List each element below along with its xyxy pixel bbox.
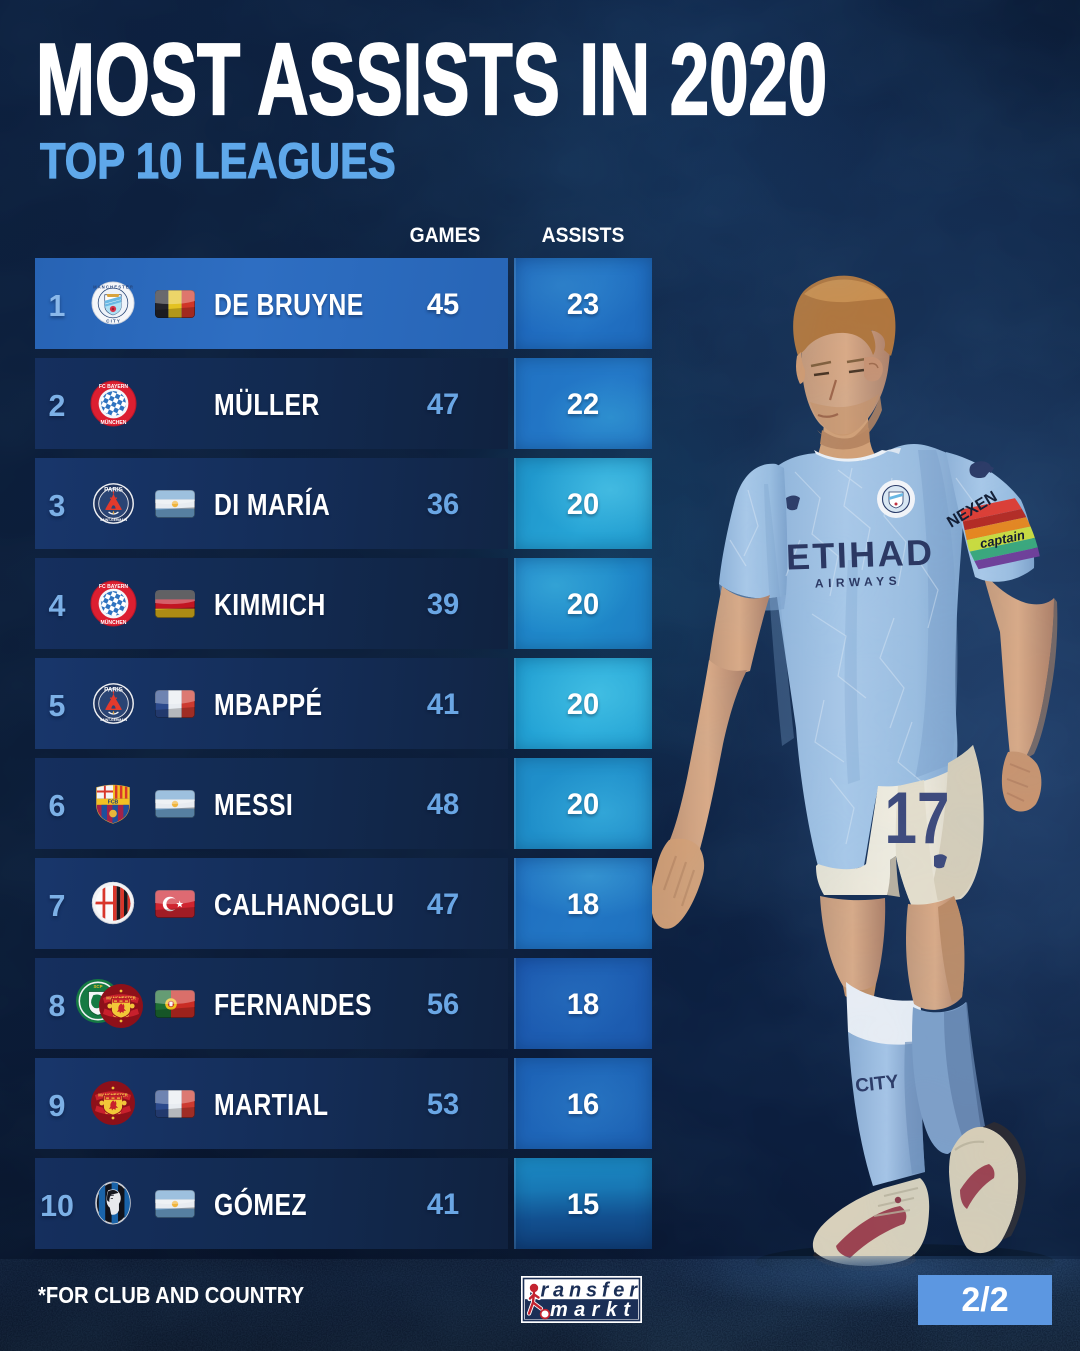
- svg-text:PARIS: PARIS: [104, 487, 123, 494]
- svg-text:FC BAYERN: FC BAYERN: [99, 384, 128, 390]
- svg-text:FCB: FCB: [108, 800, 119, 806]
- svg-text:MÜNCHEN: MÜNCHEN: [101, 619, 127, 626]
- svg-text:M A N C H E S T E R: M A N C H E S T E R: [93, 285, 133, 290]
- svg-text:C I T Y: C I T Y: [106, 319, 120, 324]
- svg-text:SAINT-GERMAIN: SAINT-GERMAIN: [100, 718, 128, 722]
- svg-text:SCP: SCP: [93, 984, 102, 989]
- svg-text:MANCHESTER: MANCHESTER: [106, 996, 136, 1001]
- svg-text:SAINT-GERMAIN: SAINT-GERMAIN: [100, 518, 128, 522]
- svg-text:FC BAYERN: FC BAYERN: [99, 584, 128, 590]
- svg-text:MANCHESTER: MANCHESTER: [98, 1093, 128, 1098]
- svg-text:MÜNCHEN: MÜNCHEN: [101, 419, 127, 426]
- svg-text:PARIS: PARIS: [104, 687, 123, 694]
